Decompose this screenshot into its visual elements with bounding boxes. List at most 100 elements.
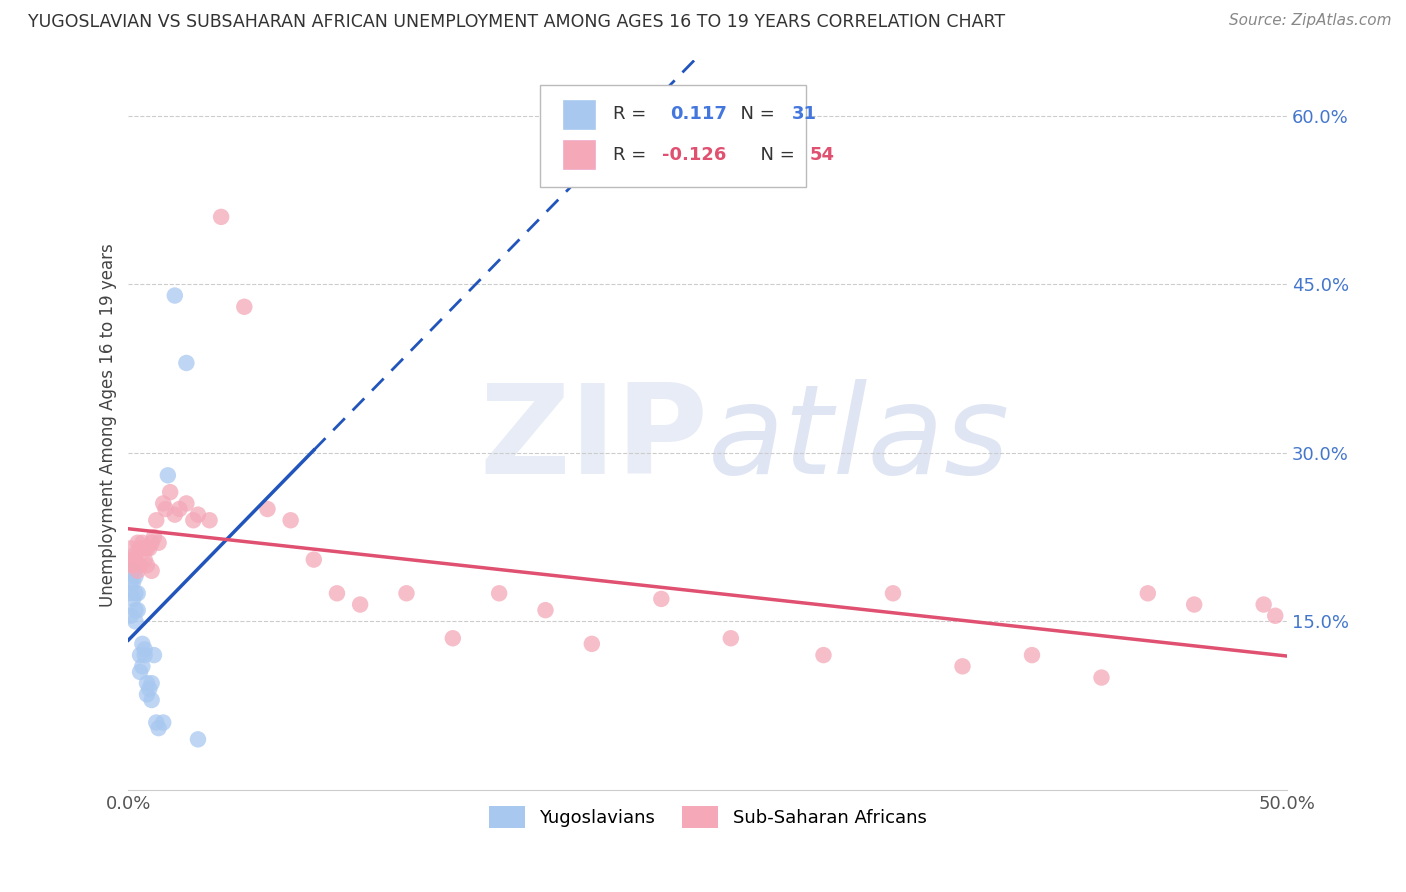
Point bbox=[1253, 598, 1275, 612]
Point bbox=[159, 485, 181, 500]
Point bbox=[122, 552, 145, 566]
Point bbox=[141, 676, 163, 690]
Point bbox=[145, 715, 167, 730]
FancyBboxPatch shape bbox=[540, 85, 806, 187]
Point bbox=[131, 535, 153, 549]
Point bbox=[198, 513, 221, 527]
Point bbox=[952, 659, 974, 673]
Point bbox=[134, 552, 156, 566]
Point bbox=[120, 608, 142, 623]
Point bbox=[183, 513, 205, 527]
Point bbox=[124, 547, 146, 561]
Point bbox=[152, 496, 174, 510]
Point bbox=[129, 648, 152, 662]
Point bbox=[141, 535, 163, 549]
Point bbox=[148, 535, 170, 549]
Point bbox=[813, 648, 835, 662]
Point bbox=[1182, 598, 1205, 612]
Point bbox=[134, 648, 156, 662]
Point bbox=[136, 558, 159, 573]
Point bbox=[136, 676, 159, 690]
Point bbox=[120, 541, 142, 556]
Point bbox=[163, 288, 186, 302]
Point bbox=[120, 575, 142, 590]
Point bbox=[1264, 608, 1286, 623]
Point bbox=[120, 558, 142, 573]
Point bbox=[124, 603, 146, 617]
Point bbox=[134, 541, 156, 556]
Point bbox=[142, 530, 165, 544]
Point bbox=[534, 603, 557, 617]
Point bbox=[124, 552, 146, 566]
Point bbox=[124, 615, 146, 629]
Point bbox=[720, 632, 742, 646]
Point bbox=[176, 356, 198, 370]
Point bbox=[650, 591, 672, 606]
Point bbox=[136, 687, 159, 701]
Point bbox=[187, 508, 209, 522]
Point bbox=[129, 541, 152, 556]
Point bbox=[129, 558, 152, 573]
Text: atlas: atlas bbox=[707, 379, 1010, 500]
Text: R =: R = bbox=[613, 105, 658, 123]
Point bbox=[138, 541, 160, 556]
Point bbox=[129, 665, 152, 679]
Point bbox=[131, 659, 153, 673]
Point bbox=[1021, 648, 1043, 662]
Point bbox=[131, 637, 153, 651]
Point bbox=[127, 603, 149, 617]
Point bbox=[124, 586, 146, 600]
Point bbox=[1090, 671, 1112, 685]
Point bbox=[326, 586, 349, 600]
Point bbox=[122, 591, 145, 606]
Point bbox=[141, 693, 163, 707]
Text: ZIP: ZIP bbox=[479, 379, 707, 500]
Bar bbox=[562, 140, 595, 169]
Point bbox=[488, 586, 510, 600]
Point bbox=[1136, 586, 1159, 600]
Text: YUGOSLAVIAN VS SUBSAHARAN AFRICAN UNEMPLOYMENT AMONG AGES 16 TO 19 YEARS CORRELA: YUGOSLAVIAN VS SUBSAHARAN AFRICAN UNEMPL… bbox=[28, 13, 1005, 31]
Text: 54: 54 bbox=[810, 145, 835, 163]
Point bbox=[127, 535, 149, 549]
Point bbox=[142, 648, 165, 662]
Point bbox=[256, 502, 278, 516]
Point bbox=[148, 721, 170, 735]
Point bbox=[122, 558, 145, 573]
Y-axis label: Unemployment Among Ages 16 to 19 years: Unemployment Among Ages 16 to 19 years bbox=[100, 243, 117, 607]
Point bbox=[882, 586, 904, 600]
Text: -0.126: -0.126 bbox=[662, 145, 727, 163]
Point bbox=[155, 502, 177, 516]
Point bbox=[152, 715, 174, 730]
Text: R =: R = bbox=[613, 145, 651, 163]
Text: N =: N = bbox=[749, 145, 801, 163]
Point bbox=[233, 300, 256, 314]
Bar bbox=[562, 100, 595, 129]
Text: 0.117: 0.117 bbox=[671, 105, 727, 123]
Point bbox=[441, 632, 464, 646]
Point bbox=[136, 541, 159, 556]
Point bbox=[134, 642, 156, 657]
Point bbox=[169, 502, 191, 516]
Point bbox=[120, 586, 142, 600]
Point bbox=[138, 681, 160, 696]
Point bbox=[581, 637, 603, 651]
Point bbox=[122, 564, 145, 578]
Point bbox=[122, 575, 145, 590]
Legend: Yugoslavians, Sub-Saharan Africans: Yugoslavians, Sub-Saharan Africans bbox=[481, 799, 934, 836]
Text: Source: ZipAtlas.com: Source: ZipAtlas.com bbox=[1229, 13, 1392, 29]
Point bbox=[131, 541, 153, 556]
Text: 31: 31 bbox=[792, 105, 817, 123]
Text: N =: N = bbox=[728, 105, 780, 123]
Point bbox=[127, 586, 149, 600]
Point bbox=[145, 513, 167, 527]
Point bbox=[124, 569, 146, 583]
Point bbox=[395, 586, 418, 600]
Point bbox=[302, 552, 325, 566]
Point bbox=[349, 598, 371, 612]
Point bbox=[209, 210, 232, 224]
Point bbox=[141, 564, 163, 578]
Point bbox=[187, 732, 209, 747]
Point bbox=[127, 564, 149, 578]
Point bbox=[280, 513, 302, 527]
Point bbox=[156, 468, 179, 483]
